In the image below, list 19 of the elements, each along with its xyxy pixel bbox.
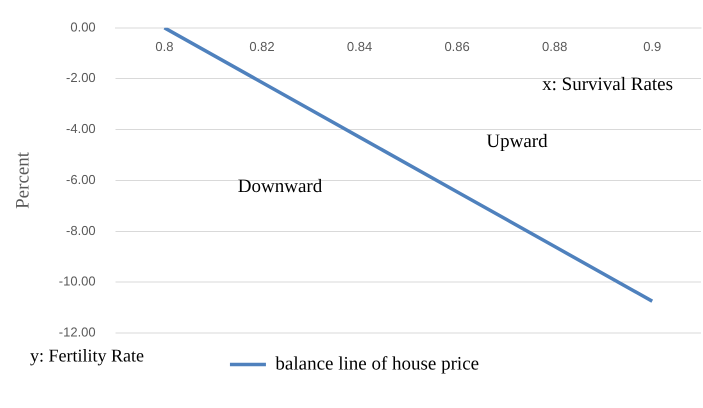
y-tick-label: -10.00 [58,274,96,289]
legend-label: balance line of house price [275,353,480,374]
x-tick-label: 0.8 [155,39,174,54]
x-tick-label: 0.88 [542,39,568,54]
x-tick-label: 0.9 [643,39,662,54]
annotation: x: Survival Rates [542,74,673,95]
y-tick-label: 0.00 [70,19,96,34]
x-tick-label: 0.86 [444,39,470,54]
x-tick-label: 0.82 [249,39,275,54]
y-tick-label: -4.00 [66,121,96,136]
y-axis-title: Percent [12,151,34,209]
y-tick-label: -6.00 [66,172,96,187]
y-tick-label: -12.00 [58,324,96,340]
x-tick-label: 0.84 [346,39,372,54]
y-tick-label: -2.00 [66,70,96,86]
text: y: Fertility Rate [30,346,144,366]
annotation: Upward [486,130,548,152]
y-tick-label: -8.00 [66,222,96,238]
annotation: Downward [238,176,323,197]
